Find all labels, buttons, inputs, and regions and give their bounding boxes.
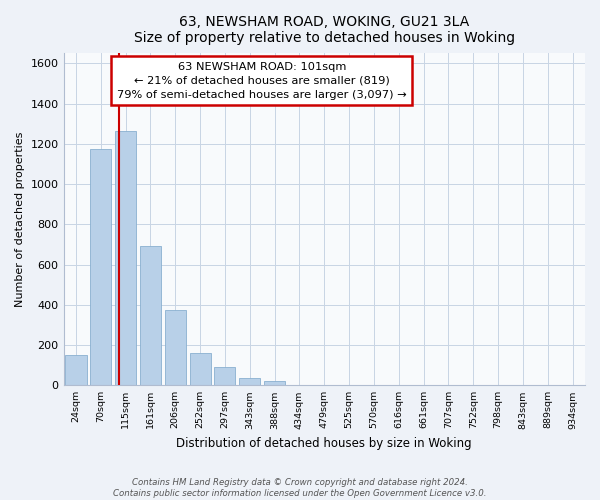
Bar <box>140 246 161 386</box>
Y-axis label: Number of detached properties: Number of detached properties <box>15 132 25 307</box>
Bar <box>264 382 285 386</box>
Bar <box>90 149 112 386</box>
Bar <box>239 378 260 386</box>
Bar <box>115 131 136 386</box>
Bar <box>190 353 211 386</box>
Bar <box>65 355 86 386</box>
X-axis label: Distribution of detached houses by size in Woking: Distribution of detached houses by size … <box>176 437 472 450</box>
Title: 63, NEWSHAM ROAD, WOKING, GU21 3LA
Size of property relative to detached houses : 63, NEWSHAM ROAD, WOKING, GU21 3LA Size … <box>134 15 515 45</box>
Text: Contains HM Land Registry data © Crown copyright and database right 2024.
Contai: Contains HM Land Registry data © Crown c… <box>113 478 487 498</box>
Bar <box>214 367 235 386</box>
Bar <box>165 310 186 386</box>
Text: 63 NEWSHAM ROAD: 101sqm
← 21% of detached houses are smaller (819)
79% of semi-d: 63 NEWSHAM ROAD: 101sqm ← 21% of detache… <box>117 62 407 100</box>
